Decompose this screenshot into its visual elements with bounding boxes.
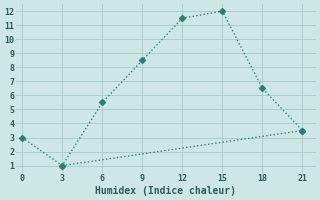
X-axis label: Humidex (Indice chaleur): Humidex (Indice chaleur) [95,186,236,196]
